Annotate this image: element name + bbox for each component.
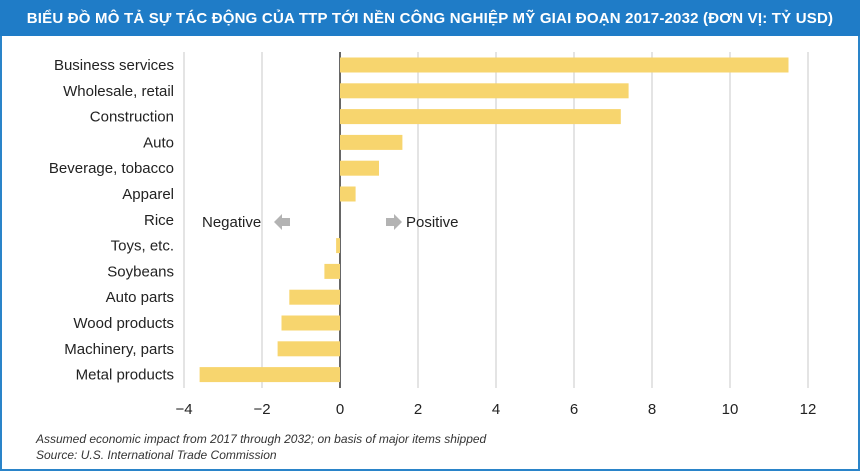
grid-lines [183,52,809,388]
category-label: Rice [144,212,174,229]
category-labels: Business services Wholesale, retail Constr… [49,57,174,384]
x-tick-label: 8 [648,401,656,418]
negative-annotation: Negative [202,214,290,231]
bar [340,186,356,202]
x-tick-label: 0 [336,401,344,418]
bar [289,289,340,305]
category-label: Auto parts [106,289,174,306]
footnote: Assumed economic impact from 2017 throug… [36,432,487,446]
bar [336,238,340,254]
category-label: Wholesale, retail [63,83,174,100]
bar [281,315,340,331]
bar [324,263,340,279]
category-label: Construction [90,109,174,126]
right-arrow-icon [386,214,402,230]
category-label: Apparel [122,186,174,203]
category-label: Soybeans [107,263,174,280]
bar [277,341,340,357]
category-label: Auto [143,134,174,151]
category-label: Metal products [76,367,174,384]
category-label: Beverage, tobacco [49,160,174,177]
category-label: Wood products [73,315,174,332]
bar [340,109,621,125]
x-tick-label: 10 [722,401,739,418]
x-tick-label: −2 [253,401,270,418]
bar [340,134,403,150]
chart-frame [0,36,860,471]
x-tick-label: 4 [492,401,500,418]
category-label: Toys, etc. [111,238,174,255]
source-note: Source: U.S. International Trade Commiss… [36,448,277,462]
left-arrow-icon [274,214,290,230]
bar [340,83,629,99]
x-tick-label: 12 [800,401,817,418]
bar [340,160,379,176]
bars [199,57,789,383]
x-tick-label: 2 [414,401,422,418]
positive-annotation: Positive [386,214,459,231]
x-tick-label: 6 [570,401,578,418]
bar [199,367,340,383]
positive-label: Positive [406,214,459,231]
negative-label: Negative [202,214,261,231]
bar [340,57,789,73]
chart-title: BIỂU ĐỒ MÔ TẢ SỰ TÁC ĐỘNG CỦA TTP TỚI NỀ… [0,0,860,36]
x-tick-label: −4 [175,401,192,418]
x-tick-labels: −4 −2 0 2 4 6 8 10 12 [175,401,816,418]
category-label: Machinery, parts [64,341,174,358]
category-label: Business services [54,57,174,74]
